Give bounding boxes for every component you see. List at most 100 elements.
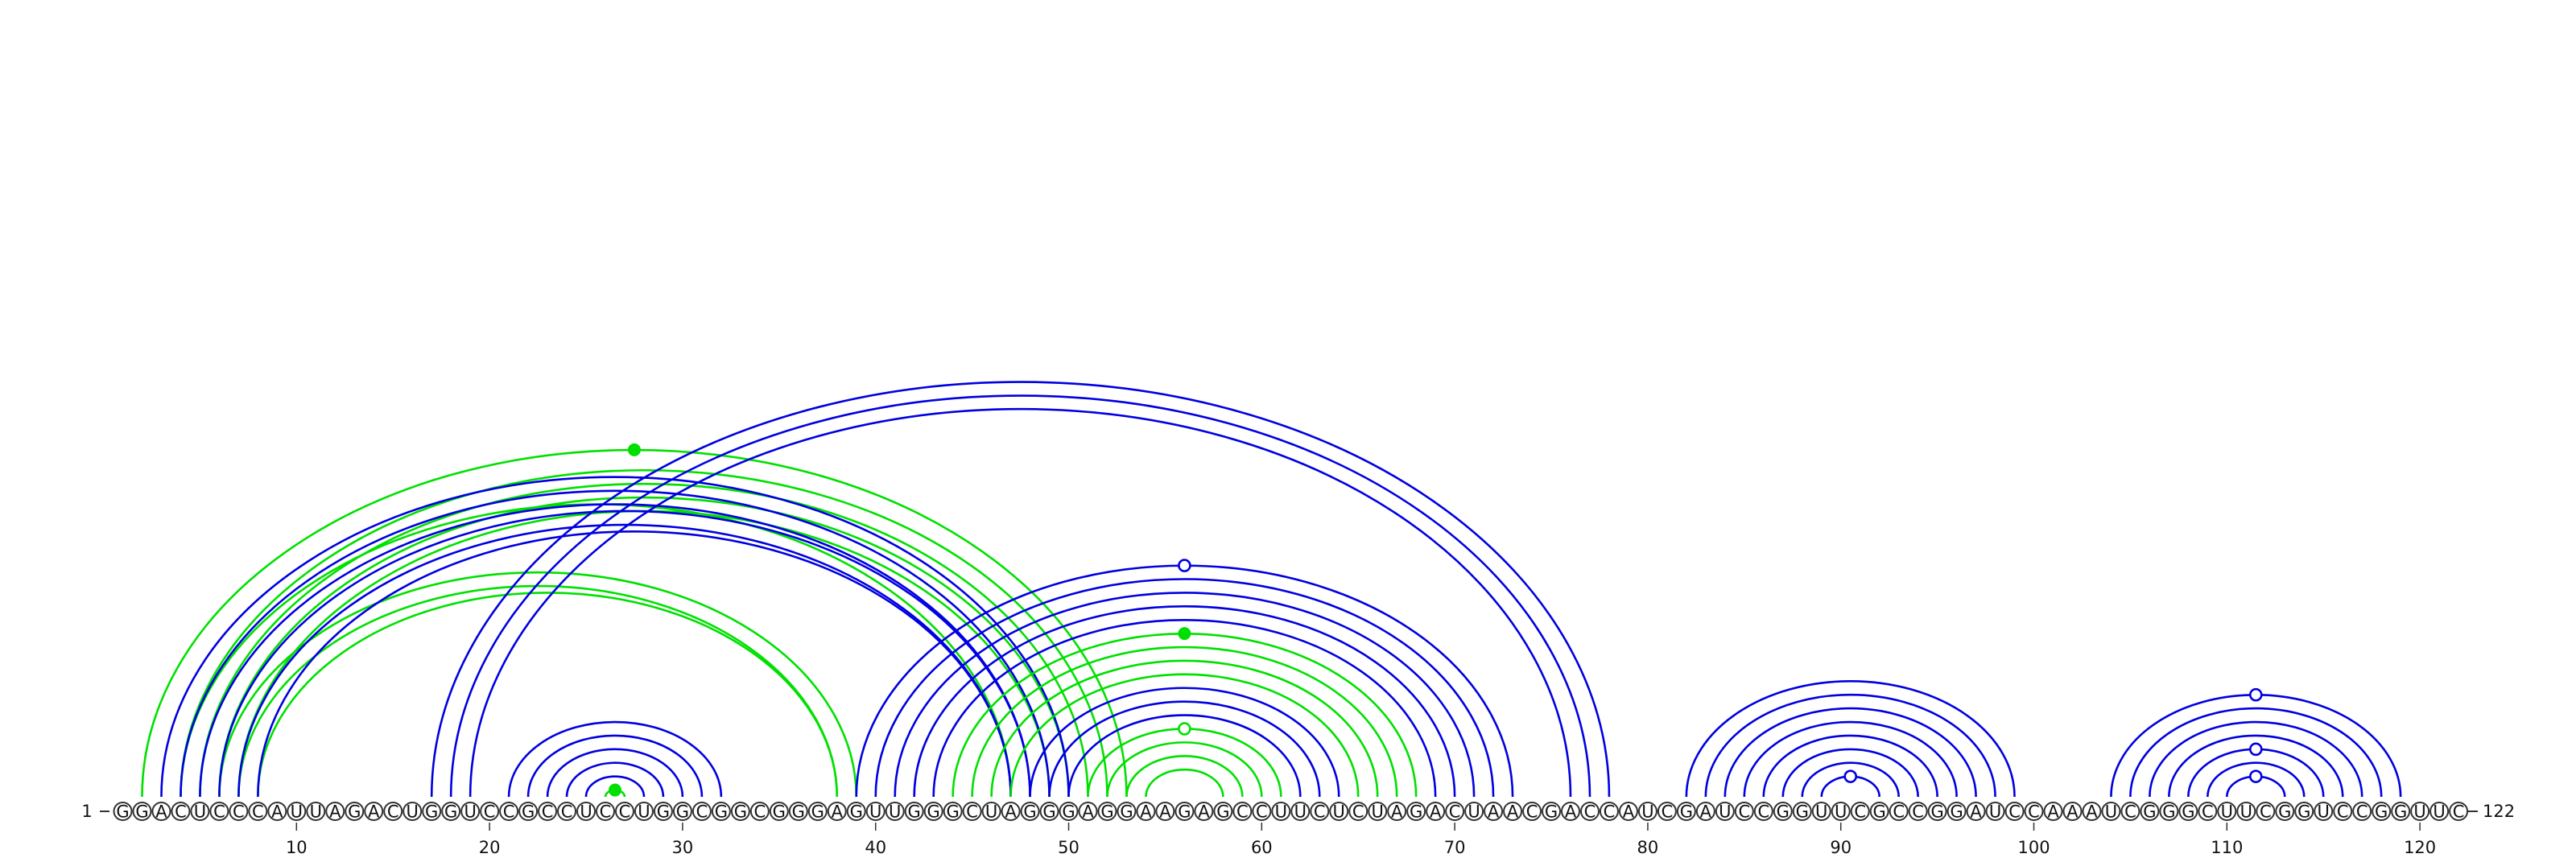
arc-group-blue-b [430, 381, 1611, 798]
nucleotide-circle [1097, 802, 1117, 821]
base-pair-arc [1067, 714, 1302, 798]
nucleotide-circle [1618, 802, 1638, 821]
blue-hollow-marker-1 [1178, 559, 1191, 572]
nucleotide: G [1869, 802, 1889, 822]
base-pair-arc [199, 503, 1031, 798]
nucleotide: A [151, 802, 171, 822]
arc-group-blue-a [160, 476, 1070, 798]
nucleotide-circle [151, 802, 171, 821]
nucleotide-letter: U [464, 802, 476, 822]
nucleotide-circle [2178, 802, 2198, 821]
nucleotide-circle [2082, 802, 2102, 821]
nucleotide-letter: U [1372, 802, 1384, 822]
nucleotide-letter: G [1930, 802, 1943, 822]
nucleotide: C [1252, 802, 1272, 822]
green-filled-marker-3 [1178, 627, 1191, 641]
nucleotide-circle [1734, 802, 1754, 821]
base-pair-arc [180, 503, 1012, 798]
base-pair-arc [507, 720, 723, 798]
nucleotide-circle [1676, 802, 1696, 821]
nucleotide: G [769, 802, 789, 822]
nucleotide-circle [2043, 802, 2063, 821]
nucleotide-letter: G [946, 802, 959, 822]
nucleotide-letter: G [1100, 802, 1113, 822]
nucleotide-letter: C [1256, 802, 1268, 822]
nucleotide-letter: A [1430, 802, 1442, 822]
nucleotide: U [287, 802, 307, 822]
nucleotide-circle [769, 802, 789, 821]
nucleotide-circle [1213, 802, 1233, 821]
nucleotide-circle [1927, 802, 1947, 821]
base-pair-arc [990, 659, 1379, 798]
nucleotide: G [653, 802, 673, 822]
nucleotide-circle [1290, 802, 1311, 821]
nucleotide: C [538, 802, 558, 822]
nucleotide-letter: C [175, 802, 187, 822]
nucleotide-circle [2140, 802, 2160, 821]
nucleotide-circle [2391, 802, 2411, 821]
nucleotide-letter: C [696, 802, 708, 822]
nucleotide: U [1464, 802, 1484, 822]
nucleotide-circle [248, 802, 268, 821]
nucleotide-letter: C [387, 802, 399, 822]
nucleotide: G [2391, 802, 2411, 822]
base-pair-arc [449, 394, 1591, 798]
nucleotide-circle [499, 802, 519, 821]
nucleotide-circle [1792, 802, 1812, 821]
nucleotide: C [1348, 802, 1368, 822]
nucleotide: C [2024, 802, 2044, 822]
base-pair-arc [932, 618, 1437, 798]
tick-label: 10 [286, 838, 308, 857]
nucleotide-letter: A [1700, 802, 1712, 822]
nucleotide-letter: G [1873, 802, 1886, 822]
arc-group-green-e [1087, 728, 1282, 798]
nucleotide-circle [2198, 802, 2218, 821]
nucleotide-circle [1310, 802, 1330, 821]
base-pair-arc [1048, 700, 1321, 798]
nucleotide-circle [1232, 802, 1253, 821]
nucleotide-letter: G [1680, 802, 1693, 822]
nucleotide: G [2140, 802, 2160, 822]
nucleotide: U [306, 802, 326, 822]
nucleotide-letter: U [2433, 802, 2445, 822]
blue-hollow-marker-4 [2248, 742, 2263, 757]
nucleotide-circle [1811, 802, 1831, 821]
base-pair-arc [2149, 720, 2363, 798]
nucleotide-circle [943, 802, 963, 821]
nucleotide-letter: U [2413, 802, 2425, 822]
nucleotide-letter: C [233, 802, 245, 822]
nucleotide-letter: A [329, 802, 341, 822]
tick-label: 90 [1830, 838, 1852, 857]
nucleotide-circle [730, 802, 750, 821]
nucleotide-circle [2256, 802, 2276, 821]
nucleotide: G [904, 802, 924, 822]
nucleotide: A [325, 802, 345, 822]
nucleotide-letter: U [1719, 802, 1731, 822]
nucleotide: G [730, 802, 750, 822]
nucleotide-letter: A [832, 802, 844, 822]
nucleotide-circle [2120, 802, 2140, 821]
nucleotide-letter: C [2028, 802, 2040, 822]
nucleotide-letter: U [869, 802, 881, 822]
nucleotide: G [345, 802, 365, 822]
nucleotide: A [1136, 802, 1156, 822]
base-pair-arc [1685, 680, 2016, 798]
nucleotide-circle [364, 802, 384, 821]
nucleotide: G [1097, 802, 1117, 822]
nucleotide-circle [402, 802, 423, 821]
nucleotide-letter: C [2008, 802, 2021, 822]
nucleotide-circle [885, 802, 905, 821]
nucleotide: C [962, 802, 982, 822]
nucleotide: U [2429, 802, 2450, 822]
nucleotide-letter: C [1662, 802, 1674, 822]
nucleotide-letter: U [1815, 802, 1827, 822]
nucleotide-letter: G [1796, 802, 1809, 822]
base-pair-arc [2207, 761, 2306, 798]
nucleotide-circle [576, 802, 597, 821]
nucleotide-circle [1561, 802, 1580, 821]
nucleotide-letter: G [2394, 802, 2407, 822]
nucleotide-circle [1348, 802, 1368, 821]
nucleotide-letter: G [2182, 802, 2194, 822]
nucleotide: U [1290, 802, 1311, 822]
base-pair-arc [160, 476, 1070, 798]
